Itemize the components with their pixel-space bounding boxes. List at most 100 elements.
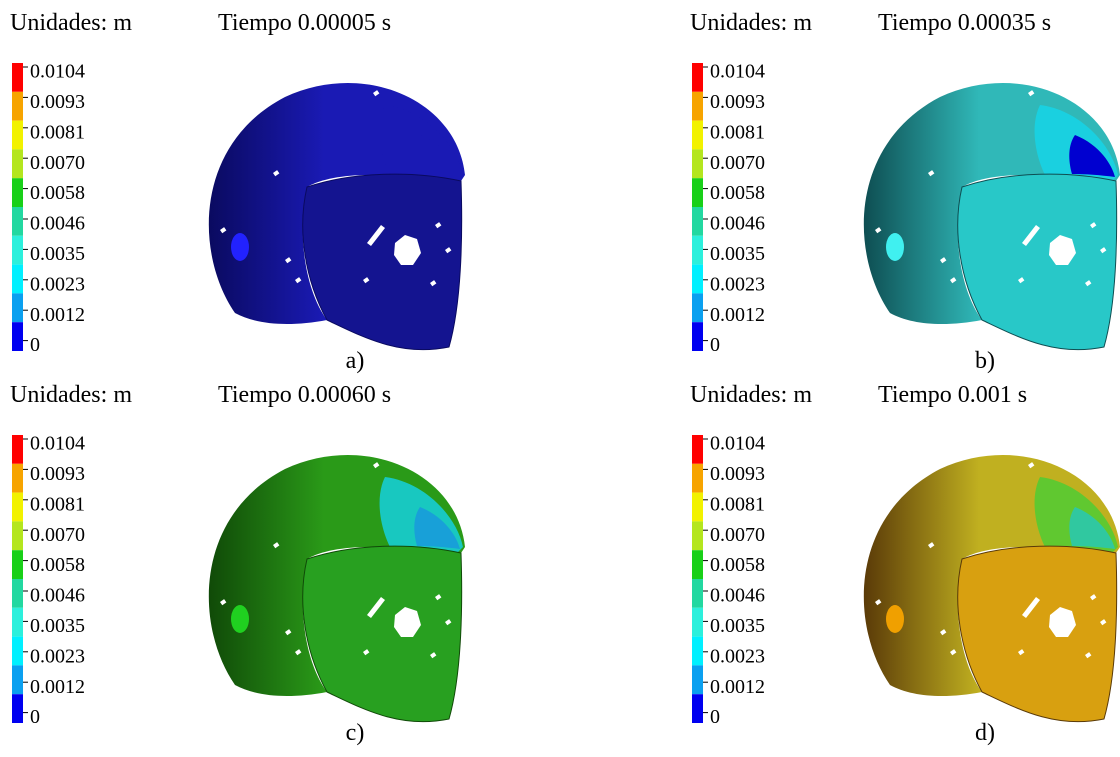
colorbar-band [692, 322, 703, 351]
legend-label: 0.0093 [30, 463, 85, 485]
colorbar-band [12, 608, 23, 637]
colorbar-band [12, 63, 23, 92]
helmet-flap [958, 174, 1117, 350]
legend-label: 0.0104 [30, 433, 85, 455]
legend-label: 0.0093 [710, 91, 765, 113]
colorbar-band [692, 464, 703, 493]
colorbar-band [12, 322, 23, 351]
legend-label: 0.0046 [30, 213, 85, 235]
colorbar-band [12, 521, 23, 550]
colorbar-band [12, 265, 23, 294]
legend-label: 0.0104 [710, 433, 765, 455]
legend-label: 0 [710, 334, 720, 356]
legend-label: 0.0104 [710, 61, 765, 83]
helmet-hole [231, 233, 249, 261]
units-label: Unidades: m [10, 382, 132, 408]
legend-label: 0.0081 [30, 121, 85, 143]
colorbar-band [692, 293, 703, 322]
helmet-flap [958, 546, 1117, 722]
legend-label: 0 [30, 334, 40, 356]
legend-label: 0.0035 [710, 243, 765, 265]
panel-label: b) [975, 348, 995, 374]
helmet [209, 455, 465, 722]
colorbar-band [692, 665, 703, 694]
legend-label: 0.0093 [710, 463, 765, 485]
legend-label: 0.0058 [30, 182, 85, 204]
helmet [864, 455, 1120, 722]
legend-label: 0.0023 [30, 273, 85, 295]
panel: Unidades: m Tiempo 0.00060 s 0.0104 0.0093 0… [10, 382, 465, 746]
colorbar-band [692, 608, 703, 637]
colorbar-band [692, 63, 703, 92]
legend-label: 0.0046 [30, 585, 85, 607]
colorbar-band [692, 92, 703, 121]
colorbar-band [12, 207, 23, 236]
units-label: Unidades: m [10, 10, 132, 36]
colorbar-band [692, 550, 703, 579]
legend-label: 0.0046 [710, 585, 765, 607]
panel: Unidades: m Tiempo 0.00005 s 0.0104 0.0093 0… [10, 10, 465, 374]
time-label: Tiempo 0.00005 s [218, 10, 391, 36]
colorbar-band [12, 550, 23, 579]
panel-label: c) [346, 720, 365, 746]
legend-label: 0.0012 [30, 676, 85, 698]
colorbar-band [12, 637, 23, 666]
helmet-hole [886, 605, 904, 633]
legend-label: 0.0070 [710, 524, 765, 546]
colorbar-band [692, 149, 703, 178]
panel-label: a) [346, 348, 365, 374]
helmet-flap [303, 174, 462, 350]
legend-label: 0.0023 [710, 645, 765, 667]
units-label: Unidades: m [690, 10, 812, 36]
colorbar-band [692, 579, 703, 608]
legend-label: 0.0081 [30, 493, 85, 515]
units-label: Unidades: m [690, 382, 812, 408]
colorbar-band [12, 92, 23, 121]
legend-label: 0.0023 [30, 645, 85, 667]
legend-label: 0.0023 [710, 273, 765, 295]
legend-label: 0.0104 [30, 61, 85, 83]
helmet-hole [886, 233, 904, 261]
colorbar-band [12, 435, 23, 464]
legend-label: 0.0070 [30, 152, 85, 174]
helmet-flap [303, 546, 462, 722]
colorbar-band [12, 178, 23, 207]
legend-label: 0.0081 [710, 493, 765, 515]
colorbar-band [12, 236, 23, 265]
time-label: Tiempo 0.00060 s [218, 382, 391, 408]
colorbar-band [692, 236, 703, 265]
legend-label: 0.0035 [710, 615, 765, 637]
legend-label: 0.0058 [710, 554, 765, 576]
page: {"panels": [ {"units": "Unidades: m", "t… [0, 0, 1120, 752]
colorbar-band [12, 579, 23, 608]
colorbar-band [12, 293, 23, 322]
colorbar-band [692, 493, 703, 522]
legend-label: 0.0093 [30, 91, 85, 113]
colorbar-band [692, 637, 703, 666]
legend-label: 0.0046 [710, 213, 765, 235]
legend-label: 0.0058 [710, 182, 765, 204]
legend-label: 0 [710, 706, 720, 728]
helmet [864, 83, 1120, 350]
colorbar-band [12, 149, 23, 178]
colorbar-band [12, 121, 23, 150]
colorbar-band [12, 694, 23, 723]
colorbar-band [692, 265, 703, 294]
legend-label: 0.0070 [710, 152, 765, 174]
colorbar-band [692, 521, 703, 550]
legend-label: 0.0012 [30, 304, 85, 326]
panel-label: d) [975, 720, 995, 746]
colorbar-band [692, 207, 703, 236]
colorbar-band [12, 464, 23, 493]
colorbar-band [692, 178, 703, 207]
colorbar-band [692, 694, 703, 723]
legend-label: 0.0035 [30, 615, 85, 637]
legend-label: 0.0070 [30, 524, 85, 546]
colorbar-band [12, 493, 23, 522]
legend-label: 0.0058 [30, 554, 85, 576]
panel: Unidades: m Tiempo 0.001 s 0.0104 0.0093 0.0… [690, 382, 1120, 746]
legend-label: 0.0012 [710, 304, 765, 326]
time-label: Tiempo 0.001 s [878, 382, 1027, 408]
helmet-hole [231, 605, 249, 633]
